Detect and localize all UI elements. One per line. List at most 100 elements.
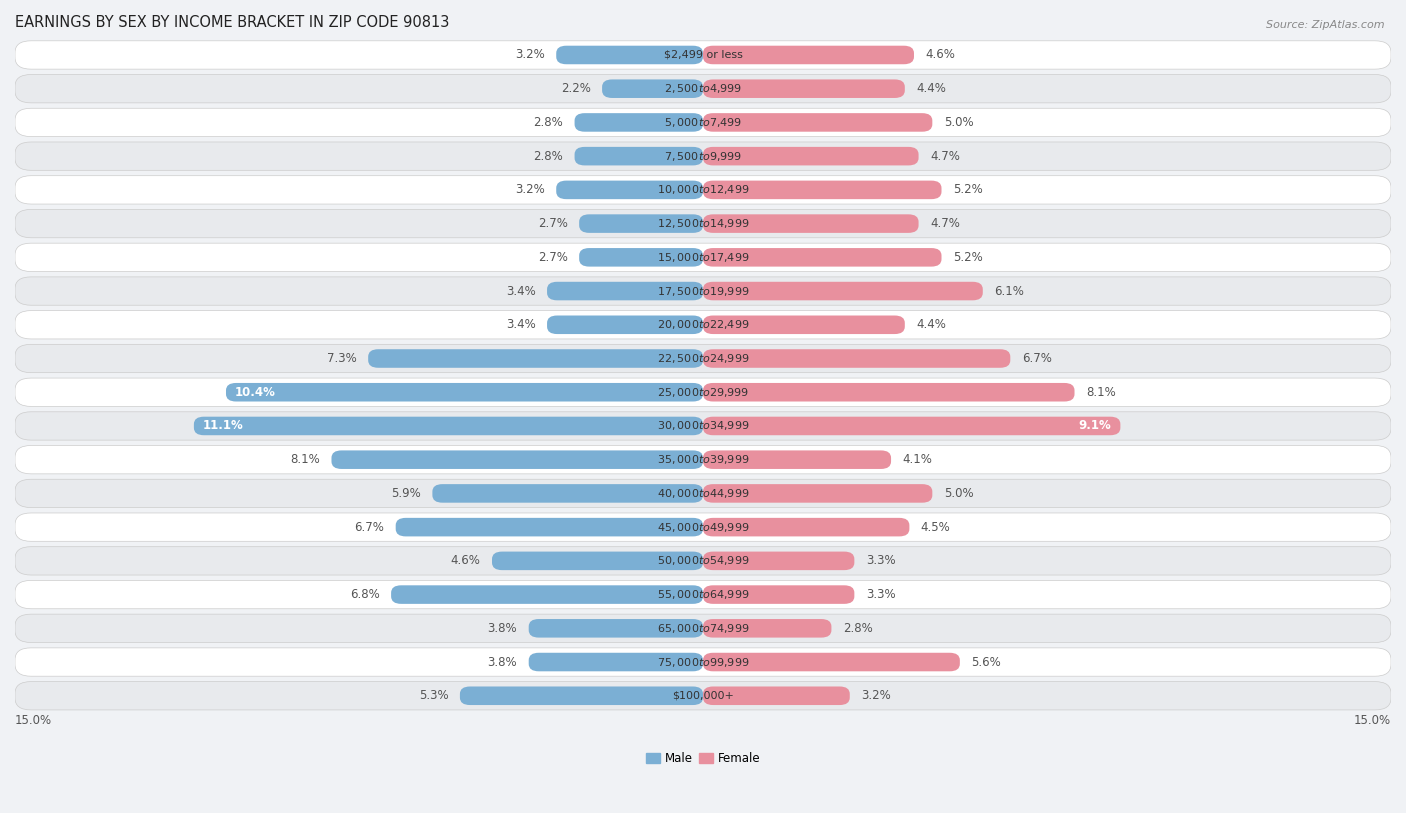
Text: EARNINGS BY SEX BY INCOME BRACKET IN ZIP CODE 90813: EARNINGS BY SEX BY INCOME BRACKET IN ZIP… — [15, 15, 450, 30]
FancyBboxPatch shape — [15, 614, 1391, 642]
Text: 2.8%: 2.8% — [533, 116, 564, 129]
Text: 4.6%: 4.6% — [925, 49, 955, 62]
FancyBboxPatch shape — [703, 282, 983, 300]
FancyBboxPatch shape — [703, 585, 855, 604]
FancyBboxPatch shape — [226, 383, 703, 402]
FancyBboxPatch shape — [433, 484, 703, 502]
Text: $10,000 to $12,499: $10,000 to $12,499 — [657, 184, 749, 197]
Text: 6.1%: 6.1% — [994, 285, 1024, 298]
Text: 8.1%: 8.1% — [1085, 385, 1116, 398]
Text: Source: ZipAtlas.com: Source: ZipAtlas.com — [1267, 20, 1385, 30]
Text: 3.8%: 3.8% — [488, 655, 517, 668]
FancyBboxPatch shape — [579, 215, 703, 233]
Text: 11.1%: 11.1% — [202, 420, 243, 433]
FancyBboxPatch shape — [15, 681, 1391, 710]
Text: $2,500 to $4,999: $2,500 to $4,999 — [664, 82, 742, 95]
FancyBboxPatch shape — [395, 518, 703, 537]
FancyBboxPatch shape — [703, 215, 918, 233]
Text: $30,000 to $34,999: $30,000 to $34,999 — [657, 420, 749, 433]
Text: $50,000 to $54,999: $50,000 to $54,999 — [657, 554, 749, 567]
Text: 4.4%: 4.4% — [917, 318, 946, 331]
FancyBboxPatch shape — [547, 282, 703, 300]
FancyBboxPatch shape — [557, 180, 703, 199]
FancyBboxPatch shape — [529, 619, 703, 637]
FancyBboxPatch shape — [703, 686, 849, 705]
FancyBboxPatch shape — [15, 446, 1391, 474]
Text: 4.4%: 4.4% — [917, 82, 946, 95]
FancyBboxPatch shape — [547, 315, 703, 334]
FancyBboxPatch shape — [703, 484, 932, 502]
FancyBboxPatch shape — [15, 412, 1391, 440]
FancyBboxPatch shape — [15, 345, 1391, 372]
FancyBboxPatch shape — [15, 243, 1391, 272]
Text: 4.7%: 4.7% — [929, 150, 960, 163]
FancyBboxPatch shape — [15, 311, 1391, 339]
Text: $15,000 to $17,499: $15,000 to $17,499 — [657, 251, 749, 264]
Text: 4.5%: 4.5% — [921, 520, 950, 533]
FancyBboxPatch shape — [703, 80, 905, 98]
Text: $65,000 to $74,999: $65,000 to $74,999 — [657, 622, 749, 635]
Text: 4.7%: 4.7% — [929, 217, 960, 230]
Text: $40,000 to $44,999: $40,000 to $44,999 — [657, 487, 749, 500]
FancyBboxPatch shape — [15, 277, 1391, 305]
Text: 10.4%: 10.4% — [235, 385, 276, 398]
Text: 5.2%: 5.2% — [953, 251, 983, 264]
Text: $2,499 or less: $2,499 or less — [664, 50, 742, 60]
Text: 5.2%: 5.2% — [953, 184, 983, 197]
Text: $75,000 to $99,999: $75,000 to $99,999 — [657, 655, 749, 668]
Text: 5.0%: 5.0% — [943, 116, 973, 129]
FancyBboxPatch shape — [15, 580, 1391, 609]
FancyBboxPatch shape — [368, 350, 703, 367]
Text: $25,000 to $29,999: $25,000 to $29,999 — [657, 385, 749, 398]
Text: 2.8%: 2.8% — [842, 622, 873, 635]
FancyBboxPatch shape — [15, 648, 1391, 676]
FancyBboxPatch shape — [703, 248, 942, 267]
FancyBboxPatch shape — [492, 551, 703, 570]
Text: $20,000 to $22,499: $20,000 to $22,499 — [657, 318, 749, 331]
FancyBboxPatch shape — [391, 585, 703, 604]
Text: $17,500 to $19,999: $17,500 to $19,999 — [657, 285, 749, 298]
Text: 2.2%: 2.2% — [561, 82, 591, 95]
FancyBboxPatch shape — [602, 80, 703, 98]
Text: $22,500 to $24,999: $22,500 to $24,999 — [657, 352, 749, 365]
Text: 2.8%: 2.8% — [533, 150, 564, 163]
Text: 4.6%: 4.6% — [451, 554, 481, 567]
Text: 5.6%: 5.6% — [972, 655, 1001, 668]
Text: 3.2%: 3.2% — [862, 689, 891, 702]
Text: 2.7%: 2.7% — [538, 251, 568, 264]
Text: 6.7%: 6.7% — [354, 520, 384, 533]
Text: 3.4%: 3.4% — [506, 318, 536, 331]
FancyBboxPatch shape — [703, 350, 1011, 367]
Text: 3.3%: 3.3% — [866, 588, 896, 601]
FancyBboxPatch shape — [703, 180, 942, 199]
FancyBboxPatch shape — [703, 619, 831, 637]
Text: $55,000 to $64,999: $55,000 to $64,999 — [657, 588, 749, 601]
FancyBboxPatch shape — [529, 653, 703, 672]
Text: 3.2%: 3.2% — [515, 49, 544, 62]
FancyBboxPatch shape — [15, 378, 1391, 406]
Text: $45,000 to $49,999: $45,000 to $49,999 — [657, 520, 749, 533]
Legend: Male, Female: Male, Female — [641, 748, 765, 770]
FancyBboxPatch shape — [15, 546, 1391, 575]
Text: 6.7%: 6.7% — [1022, 352, 1052, 365]
Text: 8.1%: 8.1% — [290, 453, 321, 466]
FancyBboxPatch shape — [575, 113, 703, 132]
Text: 5.0%: 5.0% — [943, 487, 973, 500]
FancyBboxPatch shape — [703, 46, 914, 64]
Text: $100,000+: $100,000+ — [672, 691, 734, 701]
FancyBboxPatch shape — [460, 686, 703, 705]
FancyBboxPatch shape — [15, 479, 1391, 507]
FancyBboxPatch shape — [15, 513, 1391, 541]
FancyBboxPatch shape — [703, 551, 855, 570]
FancyBboxPatch shape — [15, 176, 1391, 204]
FancyBboxPatch shape — [703, 653, 960, 672]
Text: 6.8%: 6.8% — [350, 588, 380, 601]
FancyBboxPatch shape — [703, 450, 891, 469]
FancyBboxPatch shape — [15, 41, 1391, 69]
FancyBboxPatch shape — [15, 142, 1391, 170]
Text: 3.8%: 3.8% — [488, 622, 517, 635]
Text: 5.3%: 5.3% — [419, 689, 449, 702]
Text: 3.2%: 3.2% — [515, 184, 544, 197]
FancyBboxPatch shape — [703, 147, 918, 165]
Text: 5.9%: 5.9% — [391, 487, 420, 500]
